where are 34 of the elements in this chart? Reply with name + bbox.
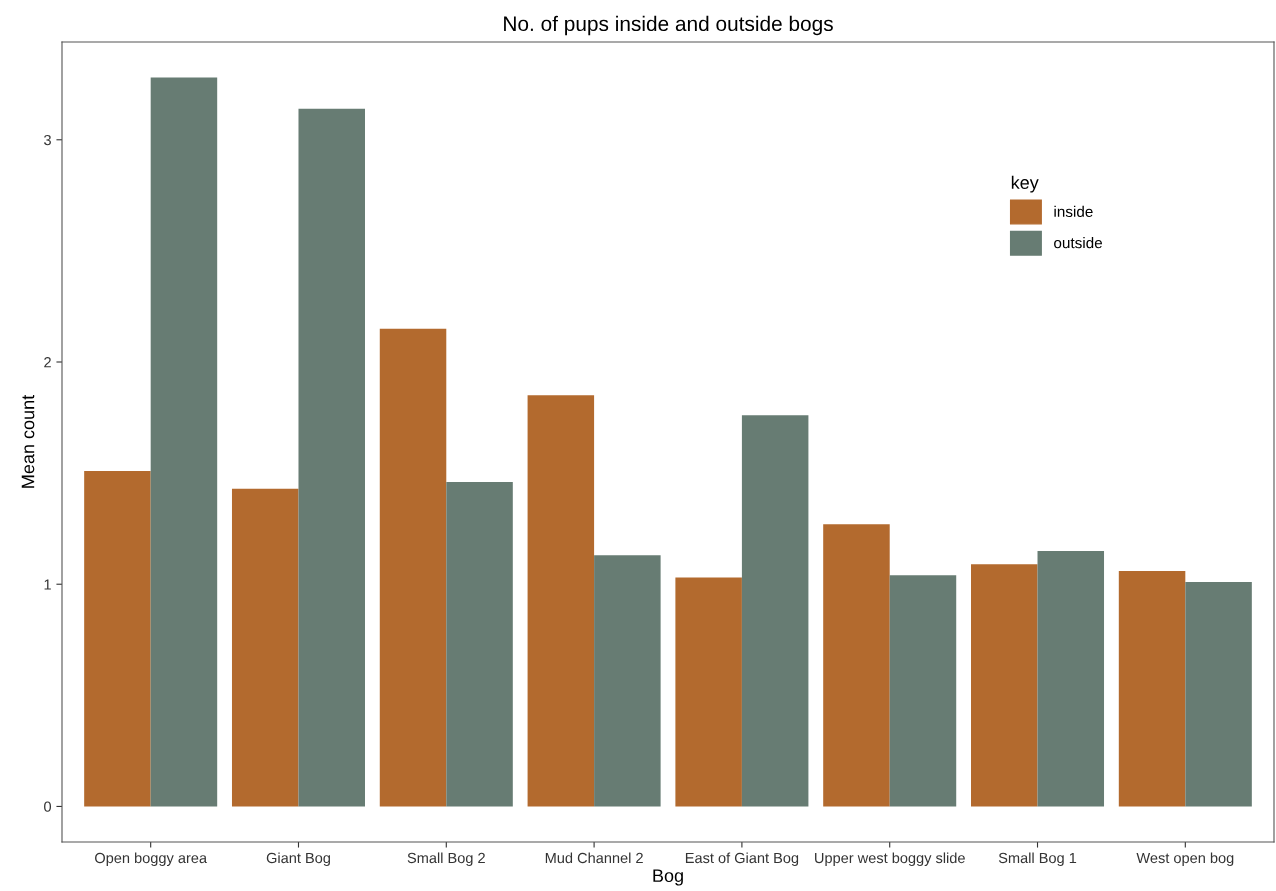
x-tick-label: Small Bog 2	[407, 852, 485, 867]
x-tick-label: Giant Bog	[266, 852, 330, 867]
bar	[675, 577, 742, 807]
x-axis-title: Bog	[653, 869, 683, 886]
x-tick-label: West open bog	[1136, 852, 1234, 867]
bar	[889, 575, 957, 807]
bar	[298, 108, 365, 807]
legend-label: inside	[1054, 205, 1093, 218]
bar	[527, 395, 595, 807]
x-tick-label: Mud Channel 2	[545, 852, 643, 864]
bar	[446, 482, 513, 807]
bar	[971, 564, 1038, 807]
bar	[741, 415, 809, 807]
y-axis-title: Mean count	[21, 394, 35, 488]
y-tick-label: 3	[44, 134, 51, 146]
bar	[84, 470, 151, 807]
x-tick-label: Upper west boggy slide	[815, 852, 965, 867]
bar	[150, 77, 218, 807]
y-tick-label: 0	[44, 801, 52, 812]
y-tick-label: 1	[44, 579, 51, 590]
bar	[823, 524, 890, 807]
x-tick-label: East of Giant Bog	[685, 852, 799, 867]
legend-title: key	[1011, 175, 1039, 193]
bar	[594, 555, 661, 807]
bar	[231, 488, 299, 807]
bar	[1185, 582, 1252, 807]
bar	[1118, 570, 1186, 807]
legend-label: outside	[1054, 237, 1103, 249]
bar	[379, 328, 447, 807]
x-tick-label: Open boggy area	[95, 852, 208, 867]
y-tick-label: 2	[44, 357, 51, 368]
bar	[1037, 550, 1105, 807]
x-tick-label: Small Bog 1	[998, 852, 1077, 867]
chart-title: No. of pups inside and outside bogs	[504, 15, 833, 36]
